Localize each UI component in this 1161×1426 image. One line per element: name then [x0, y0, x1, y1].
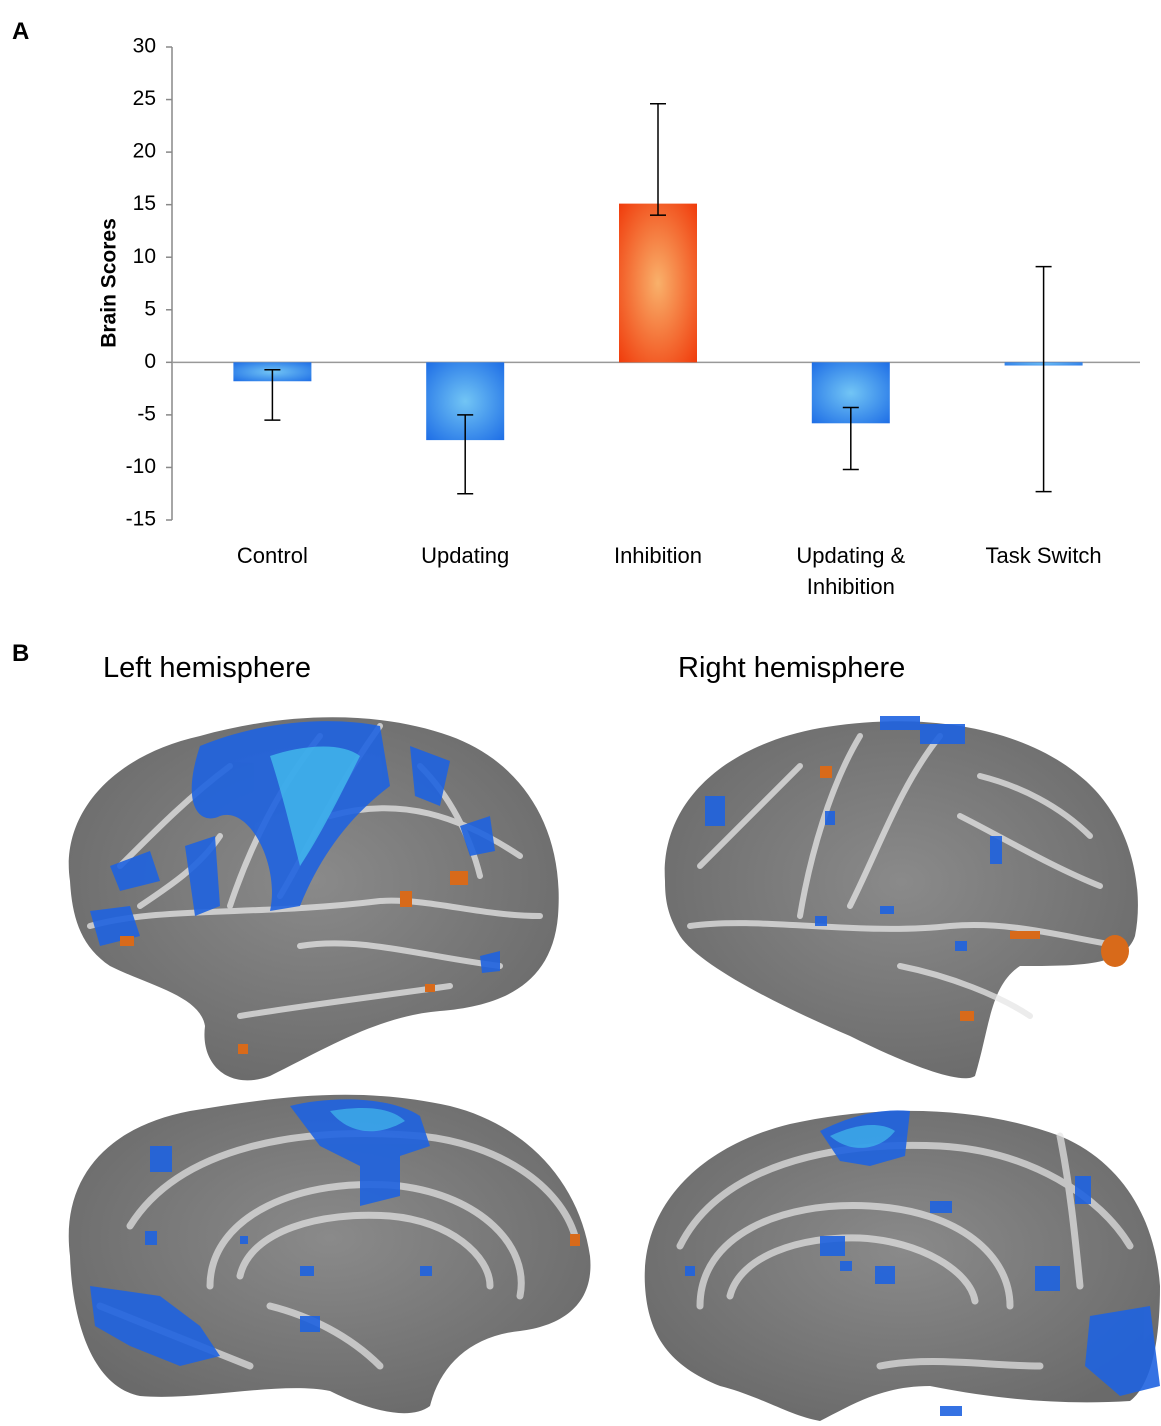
- x-tick-label: Updating: [375, 540, 555, 571]
- x-tick-label: Control: [182, 540, 362, 571]
- right-lateral-brain: [665, 716, 1138, 1078]
- left-medial-brain: [69, 1095, 591, 1413]
- y-tick-label: 10: [133, 245, 156, 268]
- y-axis-label: Brain Scores: [98, 218, 121, 348]
- x-tick-label: Task Switch: [954, 540, 1134, 571]
- y-tick-label: 25: [133, 87, 156, 110]
- left-lateral-brain: [69, 717, 559, 1080]
- x-tick-label: Updating & Inhibition: [761, 540, 941, 602]
- right-medial-brain: [645, 1110, 1160, 1421]
- y-tick-label: -15: [126, 508, 156, 531]
- y-tick-label: 20: [133, 140, 156, 163]
- brain-images: [0, 666, 1161, 1426]
- y-tick-label: 0: [144, 350, 156, 373]
- bar: [619, 204, 697, 363]
- bar-chart: Brain Scores -15 -10 -5 0 5 10 15 20 25 30: [0, 0, 1161, 610]
- figure: A B Left hemisphere Right hemisphere Bra…: [0, 0, 1161, 1426]
- y-tick-label: -5: [137, 402, 156, 425]
- y-tick-label: -10: [126, 455, 156, 478]
- y-tick-label: 15: [133, 192, 156, 215]
- y-tick-label: 30: [133, 35, 156, 58]
- panel-label: B: [12, 640, 29, 668]
- x-tick-label: Inhibition: [568, 540, 748, 571]
- y-tick-label: 5: [144, 297, 156, 320]
